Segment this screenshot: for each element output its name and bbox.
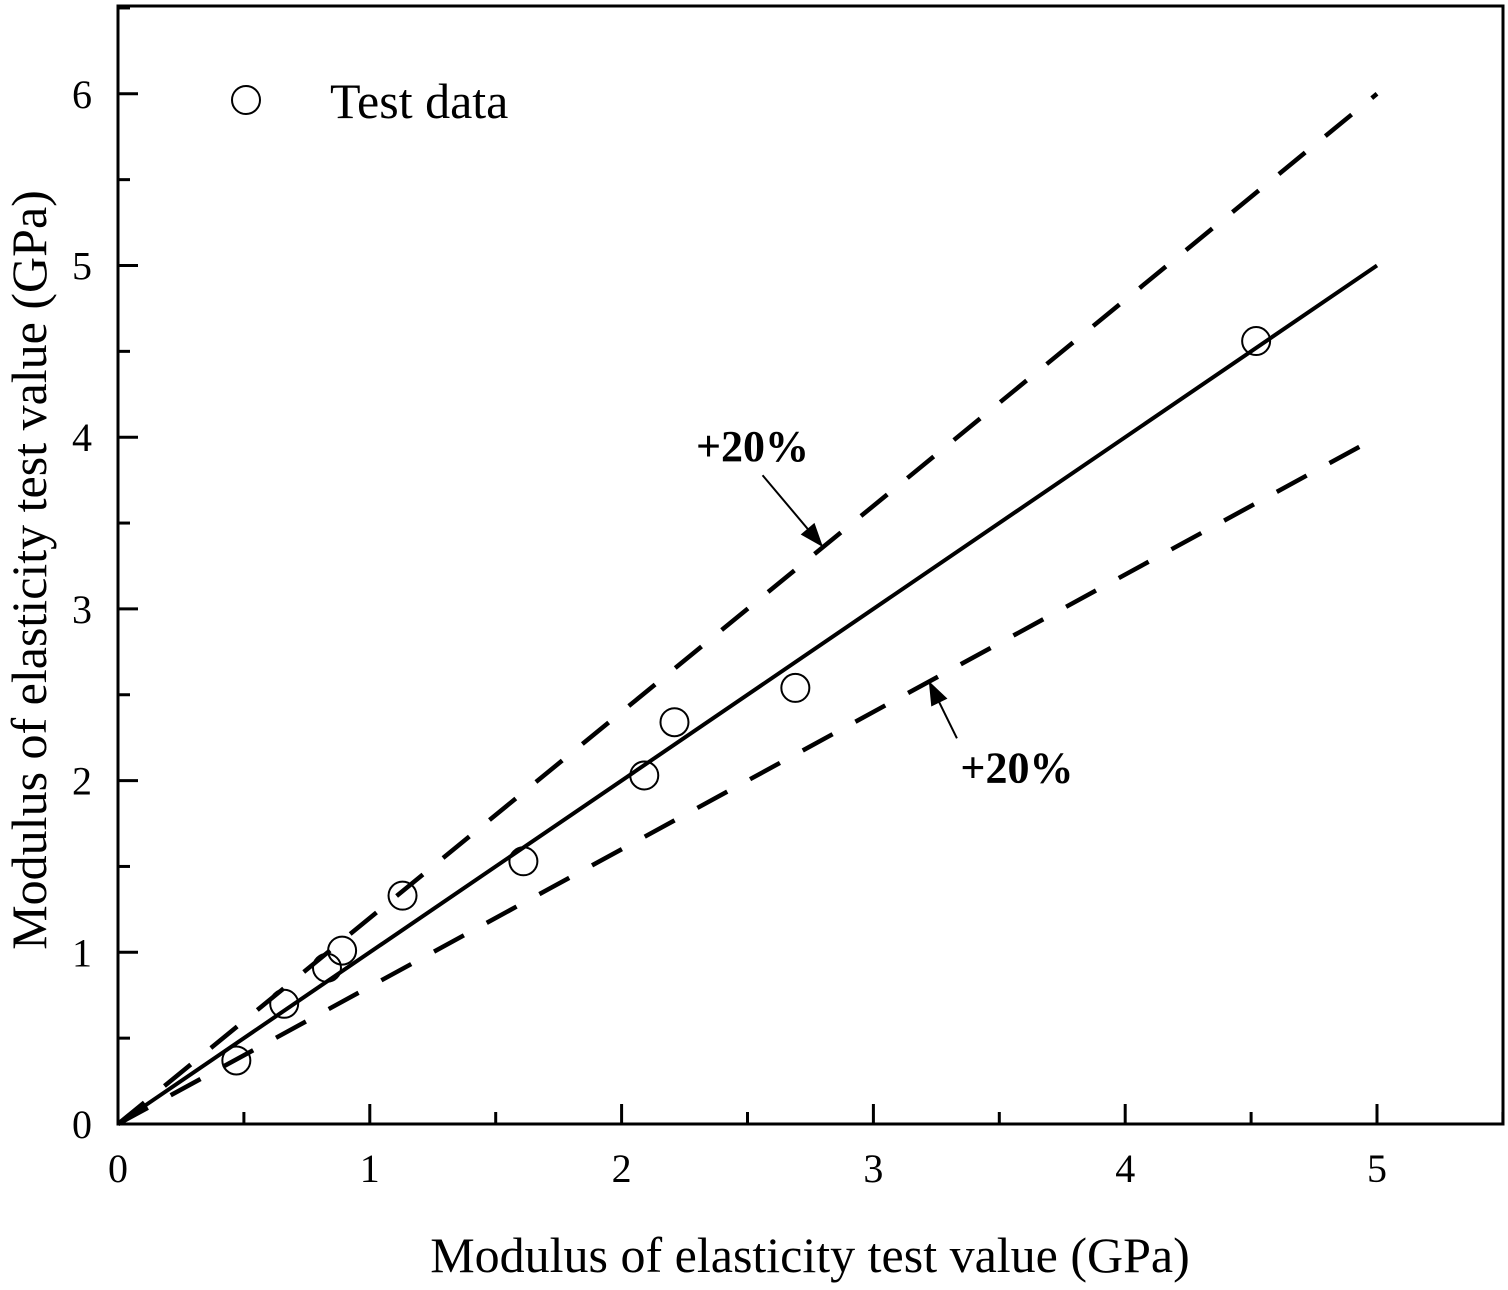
x-tick-label: 4 xyxy=(1115,1146,1135,1191)
data-point xyxy=(387,880,418,911)
plot-frame xyxy=(116,4,1505,1126)
annotation-arrow-head xyxy=(928,681,948,707)
x-tick-label: 3 xyxy=(863,1146,883,1191)
data-point xyxy=(1241,326,1272,357)
data-point xyxy=(780,672,811,703)
y-tick-label: 5 xyxy=(72,244,92,289)
data-point xyxy=(659,707,690,738)
tick-labels: 0 1 2 3 4 5 0 1 2 3 4 5 6 xyxy=(72,72,1387,1191)
x-tick-label: 5 xyxy=(1367,1146,1387,1191)
data-points xyxy=(221,326,1272,1076)
legend: Test data xyxy=(231,73,508,129)
data-point xyxy=(629,760,660,791)
reference-line-lower-20 xyxy=(116,435,1379,1126)
y-tick-label: 4 xyxy=(72,415,92,460)
x-tick-label: 1 xyxy=(360,1146,380,1191)
annotation-lower: +20% xyxy=(960,743,1073,792)
axis-ticks xyxy=(116,6,1505,1126)
reference-line-identity xyxy=(116,263,1379,1126)
reference-line-upper-20 xyxy=(116,92,1379,1126)
legend-label: Test data xyxy=(330,73,508,129)
data-point xyxy=(269,988,300,1019)
y-tick-label: 3 xyxy=(72,587,92,632)
data-point xyxy=(311,952,342,983)
y-axis-title: Modulus of elasticity test value (GPa) xyxy=(1,190,57,950)
y-tick-label: 2 xyxy=(72,759,92,804)
y-tick-label: 0 xyxy=(72,1102,92,1147)
y-tick-label: 1 xyxy=(72,930,92,975)
reference-lines xyxy=(116,92,1379,1126)
x-axis-title: Modulus of elasticity test value (GPa) xyxy=(430,1227,1190,1283)
x-tick-label: 0 xyxy=(108,1146,128,1191)
y-tick-label: 6 xyxy=(72,72,92,117)
annotation-upper: +20% xyxy=(696,422,809,471)
data-point xyxy=(221,1045,252,1076)
x-tick-label: 2 xyxy=(612,1146,632,1191)
annotation-arrows xyxy=(761,474,958,739)
data-point xyxy=(508,846,539,877)
legend-marker xyxy=(231,85,261,115)
annotation-arrow-head xyxy=(800,522,824,548)
data-point xyxy=(327,935,358,966)
